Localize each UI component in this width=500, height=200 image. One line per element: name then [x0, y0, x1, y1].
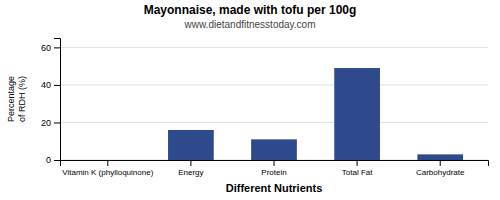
- y-axis: 0 20 40 60: [41, 39, 61, 166]
- grid-line: [60, 122, 488, 123]
- y-axis-line: [54, 39, 61, 161]
- x-tick: Carbohydrate: [416, 160, 465, 177]
- x-axis-line: [61, 161, 489, 167]
- bar: [417, 154, 463, 160]
- plot: 0 20 40 60 Vitamin K (phylloquinone) Energy Pr…: [41, 39, 489, 177]
- y-tick: 40: [41, 80, 60, 90]
- x-tick-mark: [107, 160, 108, 166]
- x-tick-label: Total Fat: [342, 168, 373, 177]
- y-tick-label: 60: [41, 43, 51, 53]
- x-tick-label: Carbohydrate: [416, 168, 465, 177]
- bar: [85, 160, 131, 161]
- x-tick-label: Energy: [178, 168, 203, 177]
- y-tick-label: 0: [46, 155, 51, 165]
- chart: Mayonnaise, made with tofu per 100g www.d…: [0, 0, 500, 200]
- y-tick: 60: [41, 43, 60, 53]
- title: Mayonnaise, made with tofu per 100g: [144, 3, 357, 17]
- y-tick-mark: [54, 47, 60, 48]
- x-tick: Protein: [261, 160, 286, 177]
- y-axis-title: Percentageof RDH (%): [6, 76, 27, 122]
- bar: [251, 139, 297, 160]
- y-tick: 0: [46, 155, 60, 165]
- y-tick-label: 40: [41, 80, 51, 90]
- y-axis-title-line: of RDH (%): [17, 76, 27, 122]
- x-axis-title: Different Nutrients: [226, 182, 323, 194]
- grid-line: [60, 84, 488, 85]
- y-tick-label: 20: [41, 118, 51, 128]
- x-tick-label: Vitamin K (phylloquinone): [62, 168, 153, 177]
- y-tick: 20: [41, 118, 60, 128]
- x-tick: Total Fat: [342, 160, 373, 177]
- y-tick-mark: [54, 122, 60, 123]
- x-tick-label: Protein: [261, 168, 286, 177]
- grid-line: [60, 47, 488, 48]
- x-tick-mark: [190, 160, 191, 166]
- grid: [60, 47, 488, 160]
- y-axis-title-line: Percentage: [6, 76, 16, 122]
- x-tick: Energy: [178, 160, 203, 177]
- x-tick-mark: [274, 160, 275, 166]
- x-tick-mark: [357, 160, 358, 166]
- bar: [334, 68, 380, 160]
- subtitle: www.dietandfitnesstoday.com: [184, 19, 316, 30]
- x-tick: Vitamin K (phylloquinone): [62, 160, 153, 177]
- bars: [168, 68, 463, 160]
- y-tick-mark: [54, 160, 60, 161]
- y-tick-mark: [54, 85, 60, 86]
- bar: [168, 130, 214, 160]
- x-tick-mark: [440, 160, 441, 166]
- x-axis: Vitamin K (phylloquinone) Energy Protein To…: [61, 160, 489, 177]
